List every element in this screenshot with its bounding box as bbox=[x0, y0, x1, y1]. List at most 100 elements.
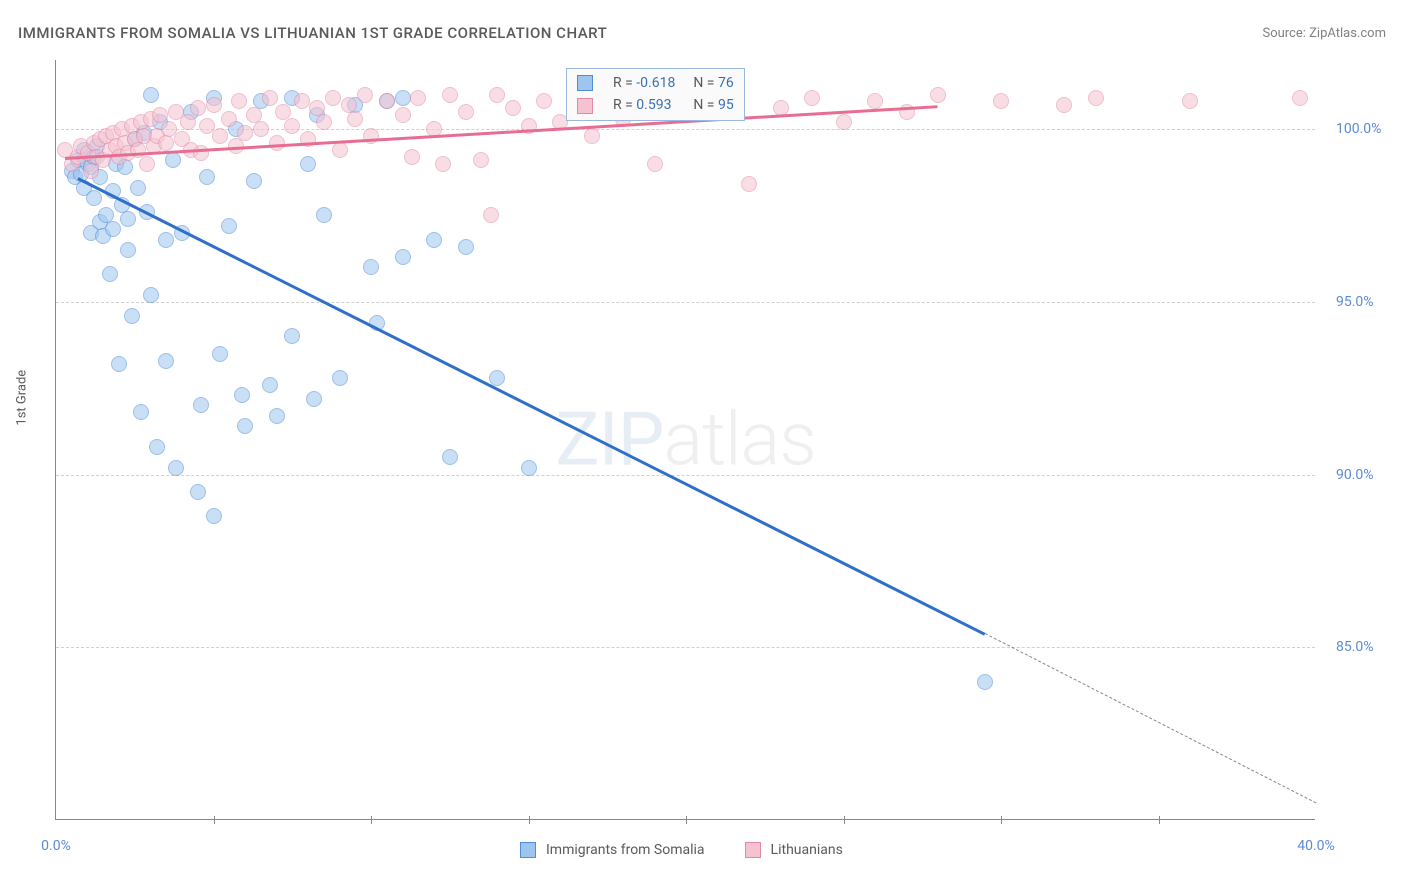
x-minor-tick bbox=[371, 816, 372, 824]
x-minor-tick bbox=[214, 816, 215, 824]
scatter-point bbox=[221, 111, 237, 127]
scatter-point bbox=[284, 118, 300, 134]
scatter-point bbox=[246, 173, 262, 189]
scatter-point bbox=[489, 370, 505, 386]
scatter-point bbox=[124, 308, 140, 324]
scatter-point bbox=[269, 135, 285, 151]
y-tick-label: 95.0% bbox=[1336, 294, 1374, 310]
scatter-point bbox=[363, 259, 379, 275]
scatter-point bbox=[442, 87, 458, 103]
scatter-point bbox=[143, 287, 159, 303]
scatter-point bbox=[158, 353, 174, 369]
scatter-point bbox=[102, 266, 118, 282]
scatter-point bbox=[977, 674, 993, 690]
scatter-point bbox=[231, 93, 247, 109]
scatter-point bbox=[269, 408, 285, 424]
scatter-point bbox=[237, 125, 253, 141]
x-minor-tick bbox=[529, 816, 530, 824]
scatter-point bbox=[262, 377, 278, 393]
stats-legend: R = -0.618 N = 76 R = 0.593 N = 95 bbox=[566, 68, 745, 121]
scatter-point bbox=[395, 90, 411, 106]
legend-swatch bbox=[577, 75, 593, 91]
scatter-point bbox=[379, 93, 395, 109]
chart-area: ZIPatlas 85.0%90.0%95.0%100.0%0.0%40.0%R… bbox=[55, 60, 1315, 820]
scatter-point bbox=[158, 135, 174, 151]
scatter-point bbox=[206, 97, 222, 113]
scatter-point bbox=[1292, 90, 1308, 106]
grid-line-h bbox=[56, 302, 1315, 303]
scatter-point bbox=[584, 128, 600, 144]
scatter-point bbox=[234, 387, 250, 403]
legend-label: Immigrants from Somalia bbox=[546, 842, 705, 858]
scatter-point bbox=[316, 114, 332, 130]
legend-swatch bbox=[520, 842, 536, 858]
legend-swatch bbox=[745, 842, 761, 858]
stat-r-value: -0.618 bbox=[636, 75, 675, 91]
scatter-point bbox=[206, 508, 222, 524]
scatter-point bbox=[221, 218, 237, 234]
grid-line-h bbox=[56, 647, 1315, 648]
watermark-zip: ZIP bbox=[555, 396, 663, 483]
scatter-point bbox=[130, 180, 146, 196]
scatter-point bbox=[458, 239, 474, 255]
scatter-point bbox=[190, 484, 206, 500]
legend-label: Lithuanians bbox=[771, 842, 843, 858]
scatter-point bbox=[473, 152, 489, 168]
scatter-point bbox=[836, 114, 852, 130]
stat-r-label: R = bbox=[613, 97, 633, 113]
scatter-point bbox=[347, 111, 363, 127]
x-minor-tick bbox=[1159, 816, 1160, 824]
scatter-point bbox=[867, 93, 883, 109]
y-tick-label: 90.0% bbox=[1336, 467, 1374, 483]
stat-n-value: 95 bbox=[718, 97, 734, 113]
scatter-point bbox=[442, 449, 458, 465]
x-minor-tick bbox=[1001, 816, 1002, 824]
scatter-point bbox=[253, 121, 269, 137]
scatter-point bbox=[316, 207, 332, 223]
stat-r-value: 0.593 bbox=[636, 97, 671, 113]
x-tick-label: 0.0% bbox=[41, 838, 71, 854]
scatter-point bbox=[149, 439, 165, 455]
scatter-point bbox=[404, 149, 420, 165]
grid-line-h bbox=[56, 475, 1315, 476]
scatter-point bbox=[300, 156, 316, 172]
x-tick-label: 40.0% bbox=[1297, 838, 1335, 854]
scatter-point bbox=[165, 152, 181, 168]
scatter-point bbox=[237, 418, 253, 434]
source-attribution: Source: ZipAtlas.com bbox=[1262, 26, 1386, 41]
scatter-point bbox=[804, 90, 820, 106]
scatter-point bbox=[489, 87, 505, 103]
stat-n-label: N = bbox=[693, 75, 714, 91]
scatter-point bbox=[262, 90, 278, 106]
stat-n-label: N = bbox=[693, 97, 714, 113]
watermark-atlas: atlas bbox=[663, 396, 815, 483]
stat-r-label: R = bbox=[613, 75, 633, 91]
scatter-point bbox=[190, 100, 206, 116]
scatter-point bbox=[395, 249, 411, 265]
x-minor-tick bbox=[686, 816, 687, 824]
legend-item: Immigrants from Somalia bbox=[520, 842, 705, 858]
scatter-point bbox=[139, 156, 155, 172]
scatter-point bbox=[306, 391, 322, 407]
legend-swatch bbox=[577, 98, 593, 114]
legend-bottom: Immigrants from Somalia Lithuanians bbox=[520, 842, 843, 858]
scatter-point bbox=[284, 328, 300, 344]
scatter-point bbox=[105, 221, 121, 237]
chart-title: IMMIGRANTS FROM SOMALIA VS LITHUANIAN 1S… bbox=[18, 24, 607, 42]
y-axis-label: 1st Grade bbox=[15, 370, 30, 426]
y-tick-label: 85.0% bbox=[1336, 639, 1374, 655]
stat-n-value: 76 bbox=[718, 75, 734, 91]
scatter-point bbox=[521, 460, 537, 476]
scatter-point bbox=[133, 404, 149, 420]
scatter-point bbox=[395, 107, 411, 123]
scatter-point bbox=[1056, 97, 1072, 113]
scatter-point bbox=[930, 87, 946, 103]
scatter-point bbox=[1088, 90, 1104, 106]
scatter-point bbox=[168, 460, 184, 476]
scatter-point bbox=[212, 128, 228, 144]
trend-line-dashed bbox=[985, 634, 1316, 804]
scatter-point bbox=[199, 169, 215, 185]
scatter-point bbox=[505, 100, 521, 116]
scatter-point bbox=[536, 93, 552, 109]
scatter-point bbox=[143, 87, 159, 103]
